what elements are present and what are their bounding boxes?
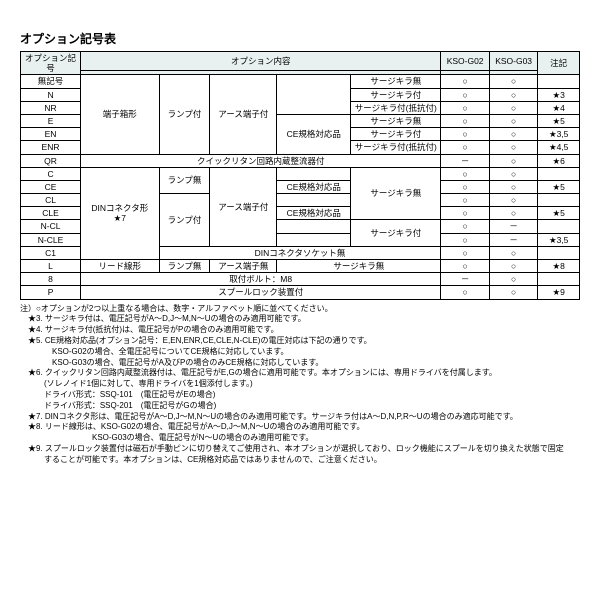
notes-block: 注）○オプションが2つ以上重なる場合は、数字・アルファベット順に並べてください。… xyxy=(20,304,580,466)
hdr-g02: KSO-G02 xyxy=(441,52,490,71)
note-line: KSO-G02の場合、全電圧記号についてCE規格に対応しています。 xyxy=(20,347,580,358)
table-row: Lリード線形ランプ無アース端子無 サージキラ無 ○○★8 xyxy=(21,260,580,273)
table-title: オプション記号表 xyxy=(20,30,580,47)
hdr-g03: KSO-G03 xyxy=(489,52,538,71)
note-line: KSO-G03の場合、電圧記号がA及びPの場合のみCE規格に対応しています。 xyxy=(20,358,580,369)
note-line: ★9. スプールロック装置付は磁石が手動ピンに切り替えてご使用され、本オプション… xyxy=(20,444,580,455)
note-line: (ソレノイド1個に対して、専用ドライバを1個添付します。) xyxy=(20,379,580,390)
note-line: ★6. クイックリタン回路内蔵整流器付は、電圧記号がE,Gの場合に適用可能です。… xyxy=(20,368,580,379)
note-line: ★4. サージキラ付(抵抗付)は、電圧記号がPの場合のみ適用可能です。 xyxy=(20,325,580,336)
hdr-symbol: オプション記号 xyxy=(21,52,81,75)
note-line: ドライバ形式：SSQ-101 (電圧記号がEの場合) xyxy=(20,390,580,401)
table-row: C DINコネクタ形 ★7 ランプ無 アース端子付 サージキラ無 ○○ xyxy=(21,167,580,180)
note-line: ドライバ形式：SSQ-201 (電圧記号がGの場合) xyxy=(20,401,580,412)
note-line: ★7. DINコネクタ形は、電圧記号がA～D,J～M,N～Uの場合のみ適用可能で… xyxy=(20,412,580,423)
note-line: ★8. リード線形は、KSO-G02の場合、電圧記号がA～D,J～M,N～Uの場… xyxy=(20,422,580,433)
table-row: 8取付ボルト：M8 －○ xyxy=(21,273,580,286)
note-line: することが可能です。本オプションは、CE規格対応品ではありませんので、ご注意くだ… xyxy=(20,455,580,466)
option-table: オプション記号 オプション内容 KSO-G02 KSO-G03 注記 無記号 端… xyxy=(20,51,580,300)
table-row: QRクイックリタン回路内蔵整流器付 －○★6 xyxy=(21,154,580,167)
hdr-note: 注記 xyxy=(538,52,580,75)
note-line: ★3. サージキラ付は、電圧記号がA～D,J～M,N～Uの場合のみ適用可能です。 xyxy=(20,314,580,325)
hdr-content: オプション内容 xyxy=(81,52,441,71)
table-row: Pスプールロック装置付 ○○★9 xyxy=(21,286,580,299)
note-line: KSO-G03の場合、電圧記号がN～Uの場合のみ適用可能です。 xyxy=(20,433,580,444)
note-line: ★5. CE規格対応品(オプション記号：E,EN,ENR,CE,CLE,N-CL… xyxy=(20,336,580,347)
table-row: 無記号 端子箱形 ランプ付 アース端子付 サージキラ無 ○○ xyxy=(21,75,580,88)
note-line: 注）○オプションが2つ以上重なる場合は、数字・アルファベット順に並べてください。 xyxy=(20,304,580,315)
